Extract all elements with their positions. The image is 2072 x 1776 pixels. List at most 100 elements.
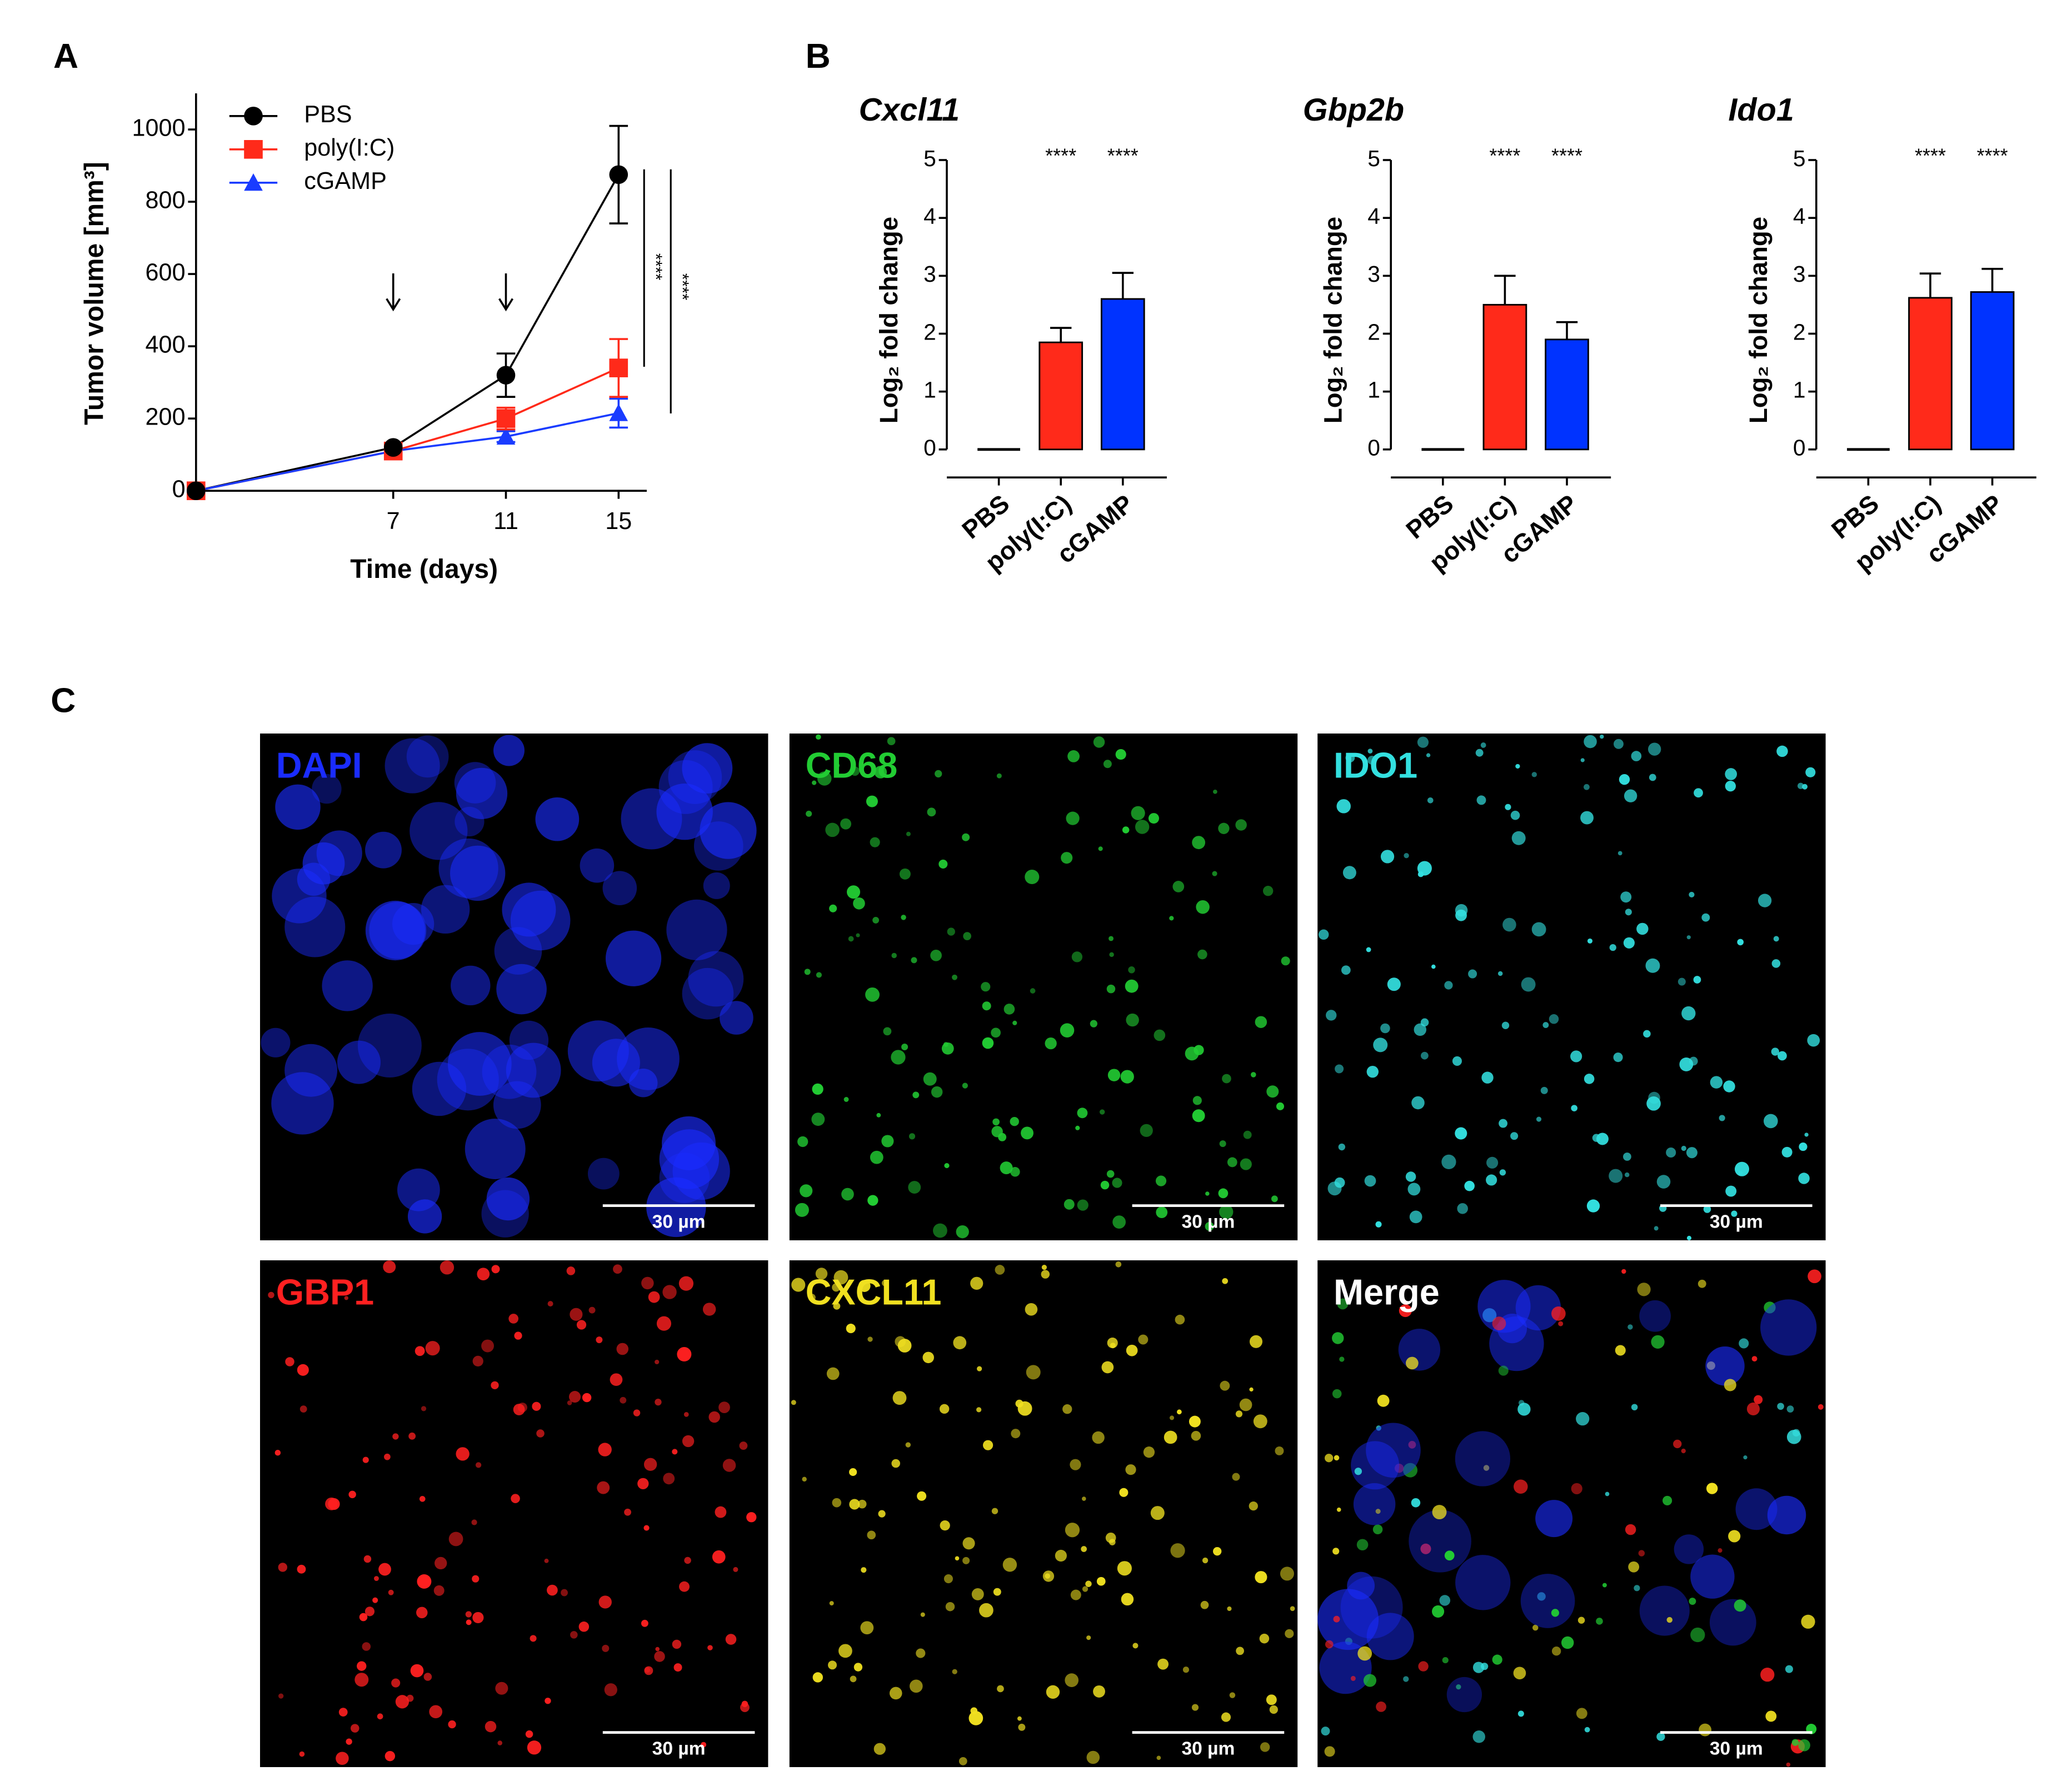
speckle — [1693, 976, 1701, 984]
speckle — [1786, 1762, 1791, 1767]
speckle — [940, 1520, 950, 1531]
speckle — [1536, 1116, 1542, 1122]
speckle — [1156, 1755, 1161, 1760]
y-tick-label: 3 — [1793, 261, 1806, 287]
speckle — [701, 1742, 707, 1748]
speckle — [1457, 1203, 1468, 1214]
speckle — [977, 1366, 982, 1371]
speckle — [1497, 971, 1503, 976]
speckle — [1725, 768, 1738, 780]
speckle — [1444, 981, 1453, 990]
speckle — [891, 1050, 906, 1065]
speckle — [582, 1393, 592, 1403]
y-tick-label: 0 — [1367, 435, 1380, 461]
cell — [1347, 1572, 1375, 1600]
speckle — [654, 1651, 665, 1662]
speckle — [802, 1476, 807, 1482]
speckle — [1486, 1174, 1497, 1186]
speckle — [421, 1406, 427, 1411]
speckle — [1125, 1464, 1136, 1475]
marker — [187, 481, 206, 500]
speckle — [1192, 1096, 1202, 1105]
speckle — [1681, 1448, 1686, 1454]
speckle — [377, 1713, 383, 1720]
speckle — [1481, 1663, 1489, 1670]
speckle — [433, 1585, 445, 1596]
speckle — [1021, 1126, 1033, 1140]
speckle — [1169, 916, 1174, 921]
chart-title: Cxcl11 — [859, 92, 960, 128]
speckle — [1387, 977, 1401, 991]
speckle — [1086, 1635, 1091, 1640]
cell — [605, 930, 662, 986]
speckle — [624, 1508, 631, 1516]
speckle — [1571, 1483, 1582, 1495]
y-tick-label: 0 — [923, 435, 936, 461]
speckle — [1786, 1429, 1801, 1444]
speckle — [1737, 939, 1744, 946]
speckle — [448, 1720, 456, 1729]
marker — [496, 366, 516, 385]
speckle — [1212, 871, 1217, 876]
speckle — [495, 1682, 508, 1695]
cell — [271, 1072, 334, 1135]
speckle — [702, 1303, 716, 1316]
speckle — [1785, 1665, 1793, 1673]
speckle — [1510, 1132, 1519, 1140]
speckle — [1281, 956, 1290, 966]
speckle — [866, 795, 878, 807]
speckle — [383, 1260, 396, 1274]
speckle — [791, 1400, 796, 1405]
speckle — [391, 1678, 401, 1688]
speckle — [1338, 1143, 1346, 1151]
cell — [1639, 1585, 1690, 1636]
micrograph-label: Merge — [1334, 1272, 1440, 1313]
speckle — [620, 1396, 627, 1404]
series-line — [196, 412, 619, 492]
speckle — [1227, 1157, 1237, 1168]
speckle — [1551, 1609, 1559, 1617]
cell — [1409, 1510, 1471, 1573]
panel-label: C — [51, 681, 76, 720]
speckle — [1511, 831, 1526, 845]
y-axis-label: Tumor volume [mm³] — [79, 162, 109, 425]
speckle — [1336, 1507, 1341, 1512]
speckle — [567, 1400, 572, 1405]
speckle — [641, 1276, 654, 1290]
speckle — [472, 1612, 484, 1624]
speckle — [1200, 1600, 1209, 1609]
speckle — [1219, 1205, 1234, 1219]
speckle — [1219, 1140, 1226, 1148]
speckle — [1249, 1335, 1262, 1348]
speckle — [962, 1557, 970, 1564]
speckle — [1731, 1210, 1738, 1217]
speckle — [1332, 1389, 1342, 1399]
cell — [1735, 1488, 1778, 1530]
speckle — [1367, 749, 1373, 754]
cell — [1366, 1613, 1414, 1660]
speckle — [1107, 1069, 1121, 1081]
speckle — [832, 1283, 841, 1292]
speckle — [922, 1351, 934, 1364]
speckle — [982, 1037, 994, 1049]
speckle — [923, 1072, 937, 1086]
speckle — [1647, 742, 1661, 756]
speckle — [1337, 1298, 1349, 1310]
cell — [1767, 1495, 1806, 1535]
speckle — [847, 885, 861, 899]
speckle — [997, 1685, 1004, 1693]
speckle — [963, 932, 971, 940]
speckle — [1341, 965, 1351, 975]
speckle — [1656, 1175, 1671, 1189]
speckle — [797, 1136, 808, 1148]
speckle — [876, 1113, 881, 1118]
micrograph — [789, 733, 1298, 1240]
cell — [506, 1042, 561, 1098]
speckle — [1621, 1269, 1626, 1274]
speckle — [569, 1391, 581, 1403]
speckle — [1743, 1455, 1748, 1460]
speckle — [1510, 810, 1520, 820]
y-tick-label: 400 — [146, 332, 186, 358]
speckle — [1778, 1051, 1787, 1061]
cell — [451, 965, 491, 1006]
